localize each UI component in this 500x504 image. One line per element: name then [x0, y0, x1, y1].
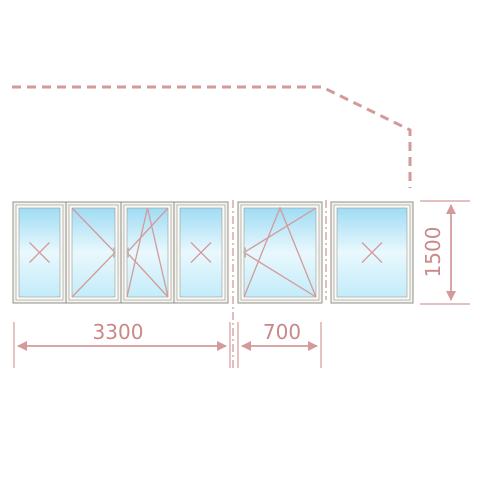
window-turn-2 [65, 201, 122, 304]
window-fixed-6 [330, 201, 414, 304]
dimension-label-width-left: 3300 [93, 320, 144, 344]
dimension-width-left: 3300 [13, 320, 231, 368]
window-tilt-turn-3 [120, 201, 175, 304]
window-tilt-turn-5 [237, 201, 323, 304]
dimension-label-height: 1500 [421, 227, 445, 278]
window-fixed-1 [12, 201, 67, 304]
dimension-height: 1500 [420, 200, 470, 305]
windows-group [12, 201, 414, 304]
wall-outline [12, 85, 412, 188]
tilt-opening-mark [243, 206, 317, 298]
dimension-label-width-right: 700 [263, 320, 301, 344]
dimension-width-right: 700 [237, 320, 322, 368]
tilt-opening-mark [126, 207, 169, 298]
window-fixed-4 [173, 201, 229, 304]
